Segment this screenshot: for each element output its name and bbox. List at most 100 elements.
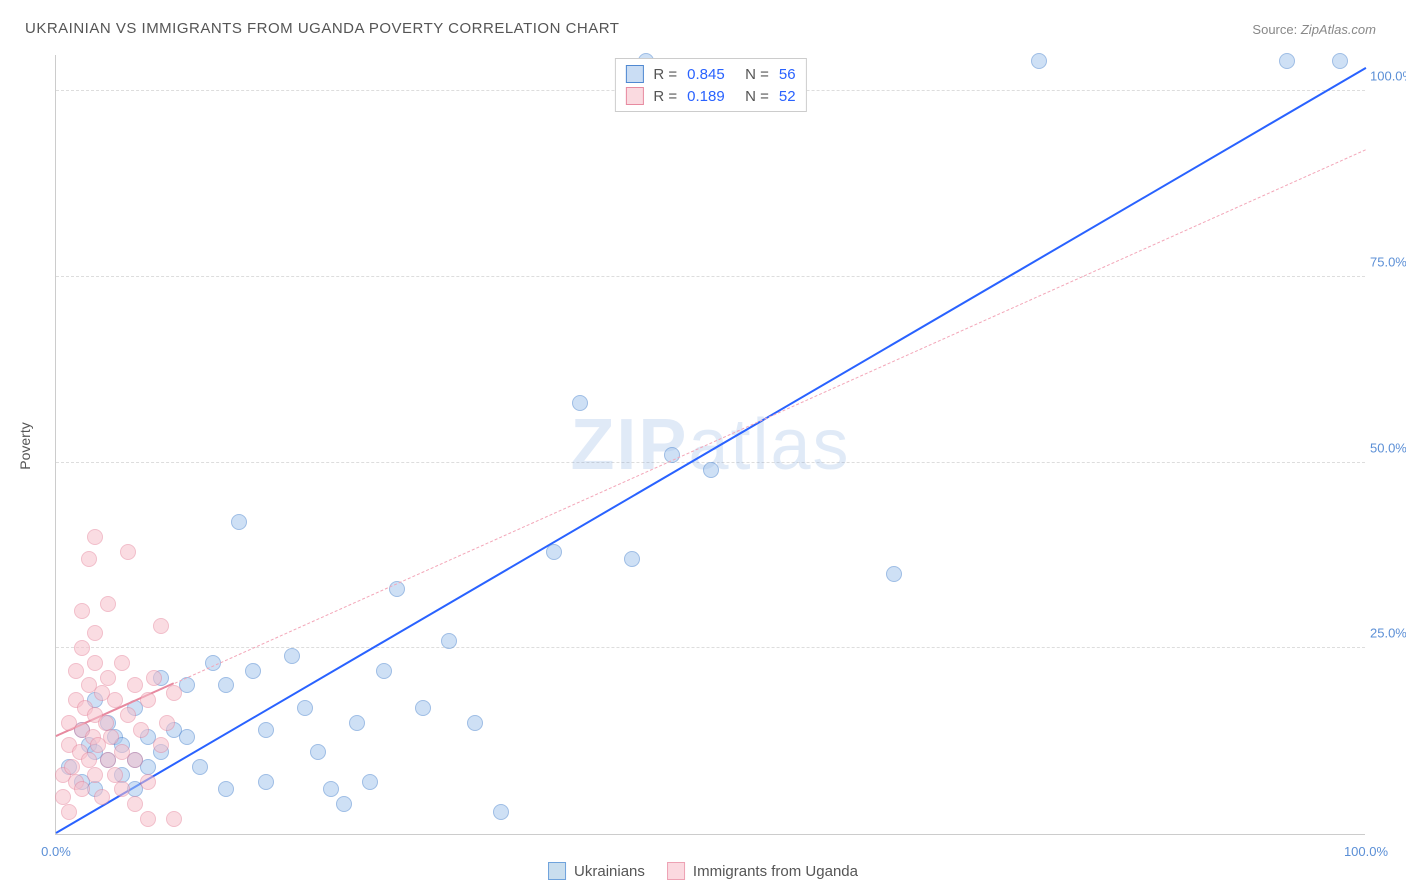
data-point-uganda <box>74 640 90 656</box>
data-point-uganda <box>81 551 97 567</box>
x-tick-label: 100.0% <box>1344 844 1388 859</box>
data-point-uganda <box>81 752 97 768</box>
data-point-uganda <box>87 625 103 641</box>
data-point-uganda <box>64 759 80 775</box>
legend-swatch <box>548 862 566 880</box>
data-point-ukrainians <box>245 663 261 679</box>
data-point-uganda <box>103 729 119 745</box>
data-point-uganda <box>114 655 130 671</box>
data-point-ukrainians <box>179 729 195 745</box>
data-point-uganda <box>100 670 116 686</box>
data-point-ukrainians <box>218 781 234 797</box>
data-point-uganda <box>114 781 130 797</box>
data-point-ukrainians <box>310 744 326 760</box>
data-point-ukrainians <box>546 544 562 560</box>
data-point-ukrainians <box>1279 53 1295 69</box>
data-point-ukrainians <box>703 462 719 478</box>
data-point-uganda <box>87 529 103 545</box>
source-value: ZipAtlas.com <box>1301 22 1376 37</box>
stats-swatch-uganda <box>625 87 643 105</box>
correlation-stats-box: R = 0.845 N = 56 R = 0.189 N = 52 <box>614 58 806 112</box>
data-point-uganda <box>127 752 143 768</box>
data-point-ukrainians <box>572 395 588 411</box>
data-point-ukrainians <box>493 804 509 820</box>
source-label: Source: <box>1252 22 1297 37</box>
data-point-ukrainians <box>336 796 352 812</box>
data-point-ukrainians <box>376 663 392 679</box>
data-point-uganda <box>140 811 156 827</box>
y-tick-label: 25.0% <box>1370 626 1406 641</box>
data-point-uganda <box>74 603 90 619</box>
data-point-ukrainians <box>441 633 457 649</box>
legend-item: Immigrants from Uganda <box>667 862 858 880</box>
stats-r-value: 0.189 <box>687 88 735 105</box>
data-point-uganda <box>61 804 77 820</box>
legend-label: Immigrants from Uganda <box>693 863 858 880</box>
data-point-ukrainians <box>258 774 274 790</box>
data-point-uganda <box>159 715 175 731</box>
stats-n-value: 52 <box>779 88 796 105</box>
data-point-ukrainians <box>415 700 431 716</box>
data-point-ukrainians <box>467 715 483 731</box>
data-point-ukrainians <box>258 722 274 738</box>
stats-r-value: 0.845 <box>687 66 735 83</box>
stats-r-label: R = <box>653 66 677 83</box>
data-point-ukrainians <box>218 677 234 693</box>
data-point-uganda <box>127 796 143 812</box>
x-tick-label: 0.0% <box>41 844 71 859</box>
data-point-uganda <box>146 670 162 686</box>
y-tick-label: 100.0% <box>1370 69 1406 84</box>
data-point-uganda <box>107 692 123 708</box>
data-point-ukrainians <box>362 774 378 790</box>
data-point-ukrainians <box>297 700 313 716</box>
regression-line-uganda <box>56 150 1366 738</box>
data-point-uganda <box>166 685 182 701</box>
data-point-uganda <box>140 692 156 708</box>
data-point-ukrainians <box>349 715 365 731</box>
data-point-uganda <box>68 663 84 679</box>
data-point-ukrainians <box>192 759 208 775</box>
data-point-uganda <box>153 737 169 753</box>
data-point-ukrainians <box>1031 53 1047 69</box>
regression-line-ukrainians <box>55 67 1366 834</box>
stats-swatch-ukrainians <box>625 65 643 83</box>
legend-label: Ukrainians <box>574 863 645 880</box>
stats-n-value: 56 <box>779 66 796 83</box>
gridline <box>56 276 1365 277</box>
legend-swatch <box>667 862 685 880</box>
data-point-uganda <box>74 781 90 797</box>
legend-item: Ukrainians <box>548 862 645 880</box>
data-point-ukrainians <box>284 648 300 664</box>
data-point-uganda <box>55 789 71 805</box>
data-point-uganda <box>94 789 110 805</box>
data-point-uganda <box>107 767 123 783</box>
y-tick-label: 75.0% <box>1370 254 1406 269</box>
stats-n-label: N = <box>745 88 769 105</box>
data-point-ukrainians <box>231 514 247 530</box>
stats-r-label: R = <box>653 88 677 105</box>
data-point-uganda <box>127 677 143 693</box>
data-point-uganda <box>120 707 136 723</box>
data-point-uganda <box>133 722 149 738</box>
data-point-ukrainians <box>1332 53 1348 69</box>
data-point-ukrainians <box>323 781 339 797</box>
source-credit: Source: ZipAtlas.com <box>1252 22 1376 37</box>
data-point-ukrainians <box>624 551 640 567</box>
y-tick-label: 50.0% <box>1370 440 1406 455</box>
stats-row-ukrainians: R = 0.845 N = 56 <box>625 63 795 85</box>
data-point-uganda <box>98 715 114 731</box>
stats-row-uganda: R = 0.189 N = 52 <box>625 85 795 107</box>
y-axis-label: Poverty <box>17 422 33 469</box>
stats-n-label: N = <box>745 66 769 83</box>
data-point-uganda <box>87 655 103 671</box>
chart-title: UKRAINIAN VS IMMIGRANTS FROM UGANDA POVE… <box>25 20 619 37</box>
data-point-uganda <box>140 774 156 790</box>
chart-plot-area: ZIPatlas R =0.845N =56R =0.189N =52 25.0… <box>55 55 1365 835</box>
legend: Ukrainians Immigrants from Uganda <box>548 862 858 880</box>
data-point-uganda <box>100 596 116 612</box>
data-point-uganda <box>166 811 182 827</box>
data-point-ukrainians <box>886 566 902 582</box>
data-point-uganda <box>87 767 103 783</box>
data-point-uganda <box>153 618 169 634</box>
data-point-uganda <box>120 544 136 560</box>
